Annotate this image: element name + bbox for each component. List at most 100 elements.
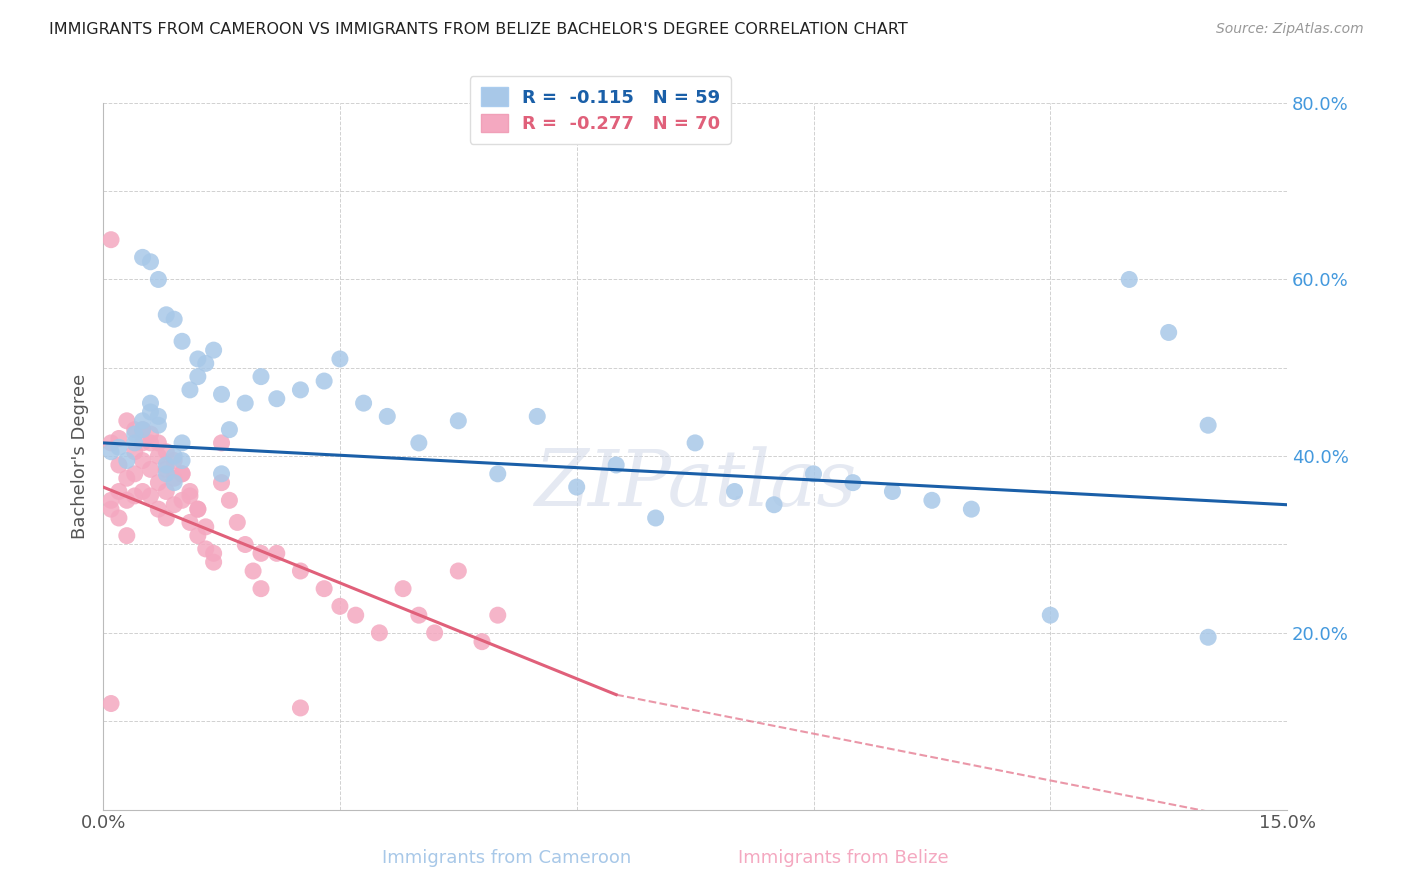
Point: [163, 312, 186, 326]
Point: [131, 453, 153, 467]
Point: [194, 520, 217, 534]
Point: [233, 396, 256, 410]
Point: [100, 502, 122, 516]
Point: [100, 493, 122, 508]
Point: [124, 444, 146, 458]
Point: [170, 334, 193, 349]
Point: [131, 251, 153, 265]
Point: [202, 546, 225, 560]
Text: Immigrants from Cameroon: Immigrants from Cameroon: [381, 849, 631, 867]
Point: [115, 493, 138, 508]
Point: [170, 493, 193, 508]
Point: [124, 423, 146, 437]
Point: [723, 484, 745, 499]
Point: [170, 467, 193, 481]
Point: [163, 498, 186, 512]
Point: [100, 233, 122, 247]
Point: [100, 436, 122, 450]
Point: [218, 423, 240, 437]
Point: [1197, 630, 1219, 644]
Point: [233, 537, 256, 551]
Point: [148, 502, 170, 516]
Point: [124, 436, 146, 450]
Point: [170, 467, 193, 481]
Point: [423, 625, 446, 640]
Point: [1118, 272, 1140, 286]
Point: [115, 471, 138, 485]
Point: [139, 427, 162, 442]
Point: [375, 409, 398, 424]
Point: [921, 493, 943, 508]
Point: [683, 436, 706, 450]
Point: [565, 480, 588, 494]
Point: [148, 436, 170, 450]
Point: [179, 484, 201, 499]
Point: [471, 634, 494, 648]
Point: [353, 396, 375, 410]
Legend: R =  -0.115   N = 59, R =  -0.277   N = 70: R = -0.115 N = 59, R = -0.277 N = 70: [470, 77, 731, 144]
Point: [155, 484, 177, 499]
Point: [170, 436, 193, 450]
Point: [124, 467, 146, 481]
Point: [392, 582, 415, 596]
Point: [155, 458, 177, 472]
Point: [148, 449, 170, 463]
Point: [960, 502, 983, 516]
Point: [139, 489, 162, 503]
Point: [803, 467, 825, 481]
Point: [408, 436, 430, 450]
Point: [290, 701, 312, 715]
Y-axis label: Bachelor's Degree: Bachelor's Degree: [72, 374, 89, 539]
Point: [163, 449, 186, 463]
Point: [368, 625, 391, 640]
Point: [139, 436, 162, 450]
Point: [202, 555, 225, 569]
Point: [115, 529, 138, 543]
Point: [139, 396, 162, 410]
Point: [170, 453, 193, 467]
Point: [187, 529, 209, 543]
Point: [242, 564, 264, 578]
Point: [108, 484, 131, 499]
Point: [155, 467, 177, 481]
Point: [194, 541, 217, 556]
Point: [139, 254, 162, 268]
Point: [314, 582, 336, 596]
Point: [115, 414, 138, 428]
Point: [163, 475, 186, 490]
Point: [250, 582, 273, 596]
Point: [108, 440, 131, 454]
Text: IMMIGRANTS FROM CAMEROON VS IMMIGRANTS FROM BELIZE BACHELOR'S DEGREE CORRELATION: IMMIGRANTS FROM CAMEROON VS IMMIGRANTS F…: [49, 22, 908, 37]
Point: [131, 484, 153, 499]
Point: [148, 418, 170, 433]
Point: [187, 502, 209, 516]
Point: [290, 383, 312, 397]
Point: [115, 453, 138, 467]
Text: Immigrants from Belize: Immigrants from Belize: [738, 849, 949, 867]
Point: [218, 493, 240, 508]
Point: [250, 369, 273, 384]
Point: [408, 608, 430, 623]
Point: [148, 475, 170, 490]
Point: [211, 475, 233, 490]
Point: [187, 502, 209, 516]
Point: [131, 423, 153, 437]
Point: [250, 546, 273, 560]
Point: [187, 369, 209, 384]
Point: [155, 308, 177, 322]
Point: [155, 462, 177, 476]
Point: [179, 489, 201, 503]
Point: [163, 471, 186, 485]
Text: ZIPatlas: ZIPatlas: [534, 446, 856, 523]
Text: Source: ZipAtlas.com: Source: ZipAtlas.com: [1216, 22, 1364, 37]
Point: [108, 511, 131, 525]
Point: [644, 511, 666, 525]
Point: [100, 444, 122, 458]
Point: [108, 432, 131, 446]
Point: [148, 409, 170, 424]
Point: [202, 343, 225, 358]
Point: [179, 516, 201, 530]
Point: [139, 405, 162, 419]
Point: [266, 546, 288, 560]
Point: [155, 511, 177, 525]
